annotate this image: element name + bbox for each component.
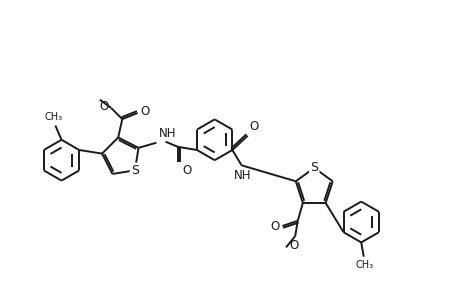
Text: O: O (182, 164, 191, 177)
Text: O: O (140, 105, 149, 118)
Text: O: O (289, 239, 298, 252)
Text: O: O (99, 100, 108, 113)
Text: NH: NH (233, 169, 251, 182)
Text: CH₃: CH₃ (45, 112, 63, 122)
Text: O: O (270, 220, 279, 233)
Text: S: S (131, 164, 139, 177)
Text: S: S (309, 161, 318, 174)
Text: CH₃: CH₃ (355, 260, 373, 270)
Text: NH: NH (159, 127, 176, 140)
Text: O: O (249, 120, 258, 133)
